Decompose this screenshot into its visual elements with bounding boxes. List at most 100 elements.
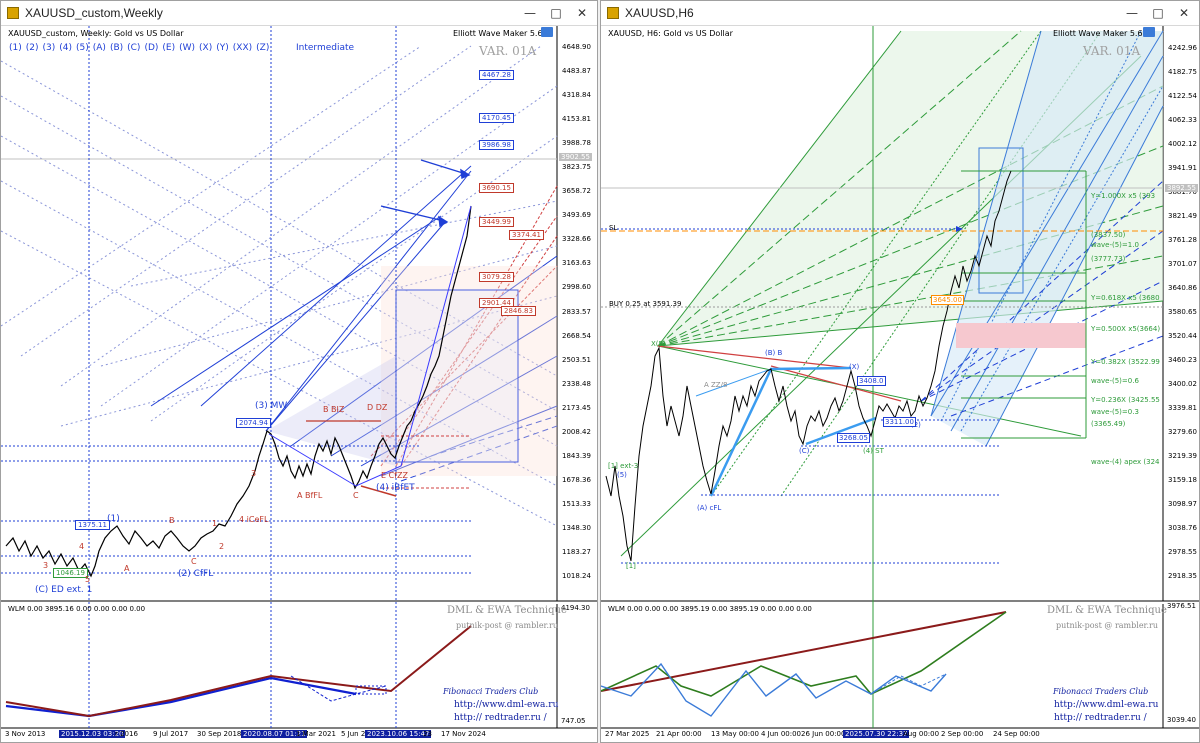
minimize-button[interactable]: — [524,6,536,20]
degree-button[interactable]: (Y) [216,43,229,53]
wave-label-n1: 1 [212,519,218,528]
degree-button[interactable]: (1) [9,43,22,53]
price-axis-label: 2833.57 [562,307,591,316]
current-price-tag: 3892.55 [1165,184,1198,192]
price-axis-label: 3159.18 [1168,476,1197,484]
degree-button[interactable]: (3) [42,43,56,53]
brand-title: DML & EWA Technique [447,605,567,616]
variant-label: VAR. 01A [1083,44,1141,58]
time-axis-label: 2020.08.07 01:21 [241,730,308,738]
price-tag-4170: 4170.45 [479,113,514,123]
fib-level-label: Y=1.000X x5 (393 [1091,192,1156,200]
price-tag-2074: 2074.94 [236,418,271,428]
degree-button[interactable]: (W) [179,43,196,53]
wave-label-c-small: C [191,557,197,566]
brand-email: putnik-post @ rambler.ru [456,621,559,630]
time-axis-label: 2015.12.03 03:20 [59,730,126,738]
close-button[interactable]: ✕ [1178,6,1190,20]
price-axis-label: 3941.91 [1168,164,1197,172]
time-axis-label: 5 Jun 2 [341,730,366,738]
chart-app-icon [607,7,619,19]
minimize-button[interactable]: — [1126,6,1138,20]
degree-button[interactable]: (E) [162,43,176,53]
time-axis-label: 30 Sep 2018 [197,730,242,738]
plugin-cap-icon[interactable] [541,27,553,37]
indicator-axis-bottom: 3039.40 [1167,716,1196,724]
degree-button[interactable]: (5) [76,43,89,53]
wave-label-a: A [124,564,130,573]
degree-button[interactable]: (X) [199,43,213,53]
wave-label-b: B [169,516,175,525]
indicator-axis-top: 3976.51 [1167,602,1196,610]
price-axis-label: 3823.75 [562,163,591,172]
price-axis-label: 3163.63 [562,259,591,268]
price-tag-3311: 3311.00 [883,417,916,427]
redtrader-url[interactable]: http:// redtrader.ru / [454,713,547,723]
price-axis-label: 2998.60 [562,283,591,292]
time-axis-label: 21 Apr 00:00 [656,730,702,738]
price-axis-label: 1513.33 [562,499,591,508]
degree-button[interactable]: (XX) [232,43,253,53]
wave-label-2-cffl: (2) CfFL [178,569,214,579]
maximize-button[interactable]: □ [1152,6,1164,20]
plugin-name: Elliott Wave Maker 5.63 [453,29,548,38]
degree-button[interactable]: (2) [25,43,39,53]
price-axis-label: 4483.87 [562,67,591,76]
price-tag-3079: 3079.28 [479,272,514,282]
price-axis-label: 4242.96 [1168,44,1197,52]
fib-level-label: wave-(5)=0.3 [1091,408,1139,416]
price-axis-label: 4318.84 [562,91,591,100]
degree-button[interactable]: (B) [109,43,124,53]
wave-label-x5: X(5) [651,340,666,348]
time-axis-label: 26 Jun 00:00 [801,730,846,738]
degree-button[interactable]: (D) [144,43,159,53]
h6-price-chart[interactable] [601,26,1200,743]
price-axis-label: 3761.28 [1168,236,1197,244]
wave-label-3-mw: (3) MW [255,401,288,411]
weekly-price-chart[interactable] [1,26,598,743]
price-tag-1375: 1375.11 [75,520,110,530]
indicator-values: WLM 0.00 3895.16 0.00 0.00 0.00 0.00 [8,605,146,613]
wave-label-4-ibfet: (4) iBfET [376,483,415,493]
degree-button[interactable]: (C) [127,43,141,53]
degree-button[interactable]: (4) [59,43,72,53]
price-axis-label: 2978.55 [1168,548,1197,556]
price-axis-label: 1843.39 [562,451,591,460]
degree-label: Intermediate [296,43,355,53]
price-axis-label: 3640.86 [1168,284,1197,292]
close-button[interactable]: ✕ [576,6,588,20]
price-axis-label: 3988.78 [562,139,591,148]
price-axis-label: 3520.44 [1168,332,1197,340]
price-axis-label: 4062.33 [1168,116,1197,124]
window-titlebar[interactable]: XAUUSD,H6 — □ ✕ [601,1,1199,26]
window-weekly-chart[interactable]: XAUUSD_custom,Weekly — □ ✕ [0,0,598,743]
wave-label-4-st: (4) ST [863,447,884,455]
wave-label-three: 3 [43,561,49,570]
symbol-description: XAUUSD, H6: Gold vs US Dollar [608,29,733,38]
price-axis-label: 3580.65 [1168,308,1197,316]
window-titlebar[interactable]: XAUUSD_custom,Weekly — □ ✕ [1,1,597,26]
wave-label-b: (B) B [765,349,783,357]
fib-level-label: Y=0.236X (3425.55 [1091,396,1160,404]
wave-label-1: [1] [626,562,636,570]
wave-label-n3: 3 [251,469,257,478]
redtrader-url[interactable]: http:// redtrader.ru / [1054,713,1147,723]
time-axis-label: 24 Sep 00:00 [993,730,1040,738]
wave-label-a-cfl: (A) cFL [697,504,722,512]
maximize-button[interactable]: □ [550,6,562,20]
price-axis-label: 3701.07 [1168,260,1197,268]
degree-button[interactable]: (A) [92,43,106,53]
club-url[interactable]: http://www.dml-ewa.ru [454,700,559,710]
degree-button[interactable]: (Z) [256,43,270,53]
fib-level-label: wave-(5)=0.6 [1091,377,1139,385]
brand-title: DML & EWA Technique [1047,605,1167,616]
club-url[interactable]: http://www.dml-ewa.ru [1054,700,1159,710]
window-h6-chart[interactable]: XAUUSD,H6 — □ ✕ [600,0,1200,743]
fib-level-label: (3837.50) [1091,231,1126,239]
price-tag-4467: 4467.28 [479,70,514,80]
time-axis-label: 2023.10.06 15:47 [365,730,432,738]
price-tag-3690: 3690.15 [479,183,514,193]
price-axis-label: 2008.42 [562,427,591,436]
plugin-cap-icon[interactable] [1143,27,1155,37]
window-title: XAUUSD,H6 [625,6,694,20]
